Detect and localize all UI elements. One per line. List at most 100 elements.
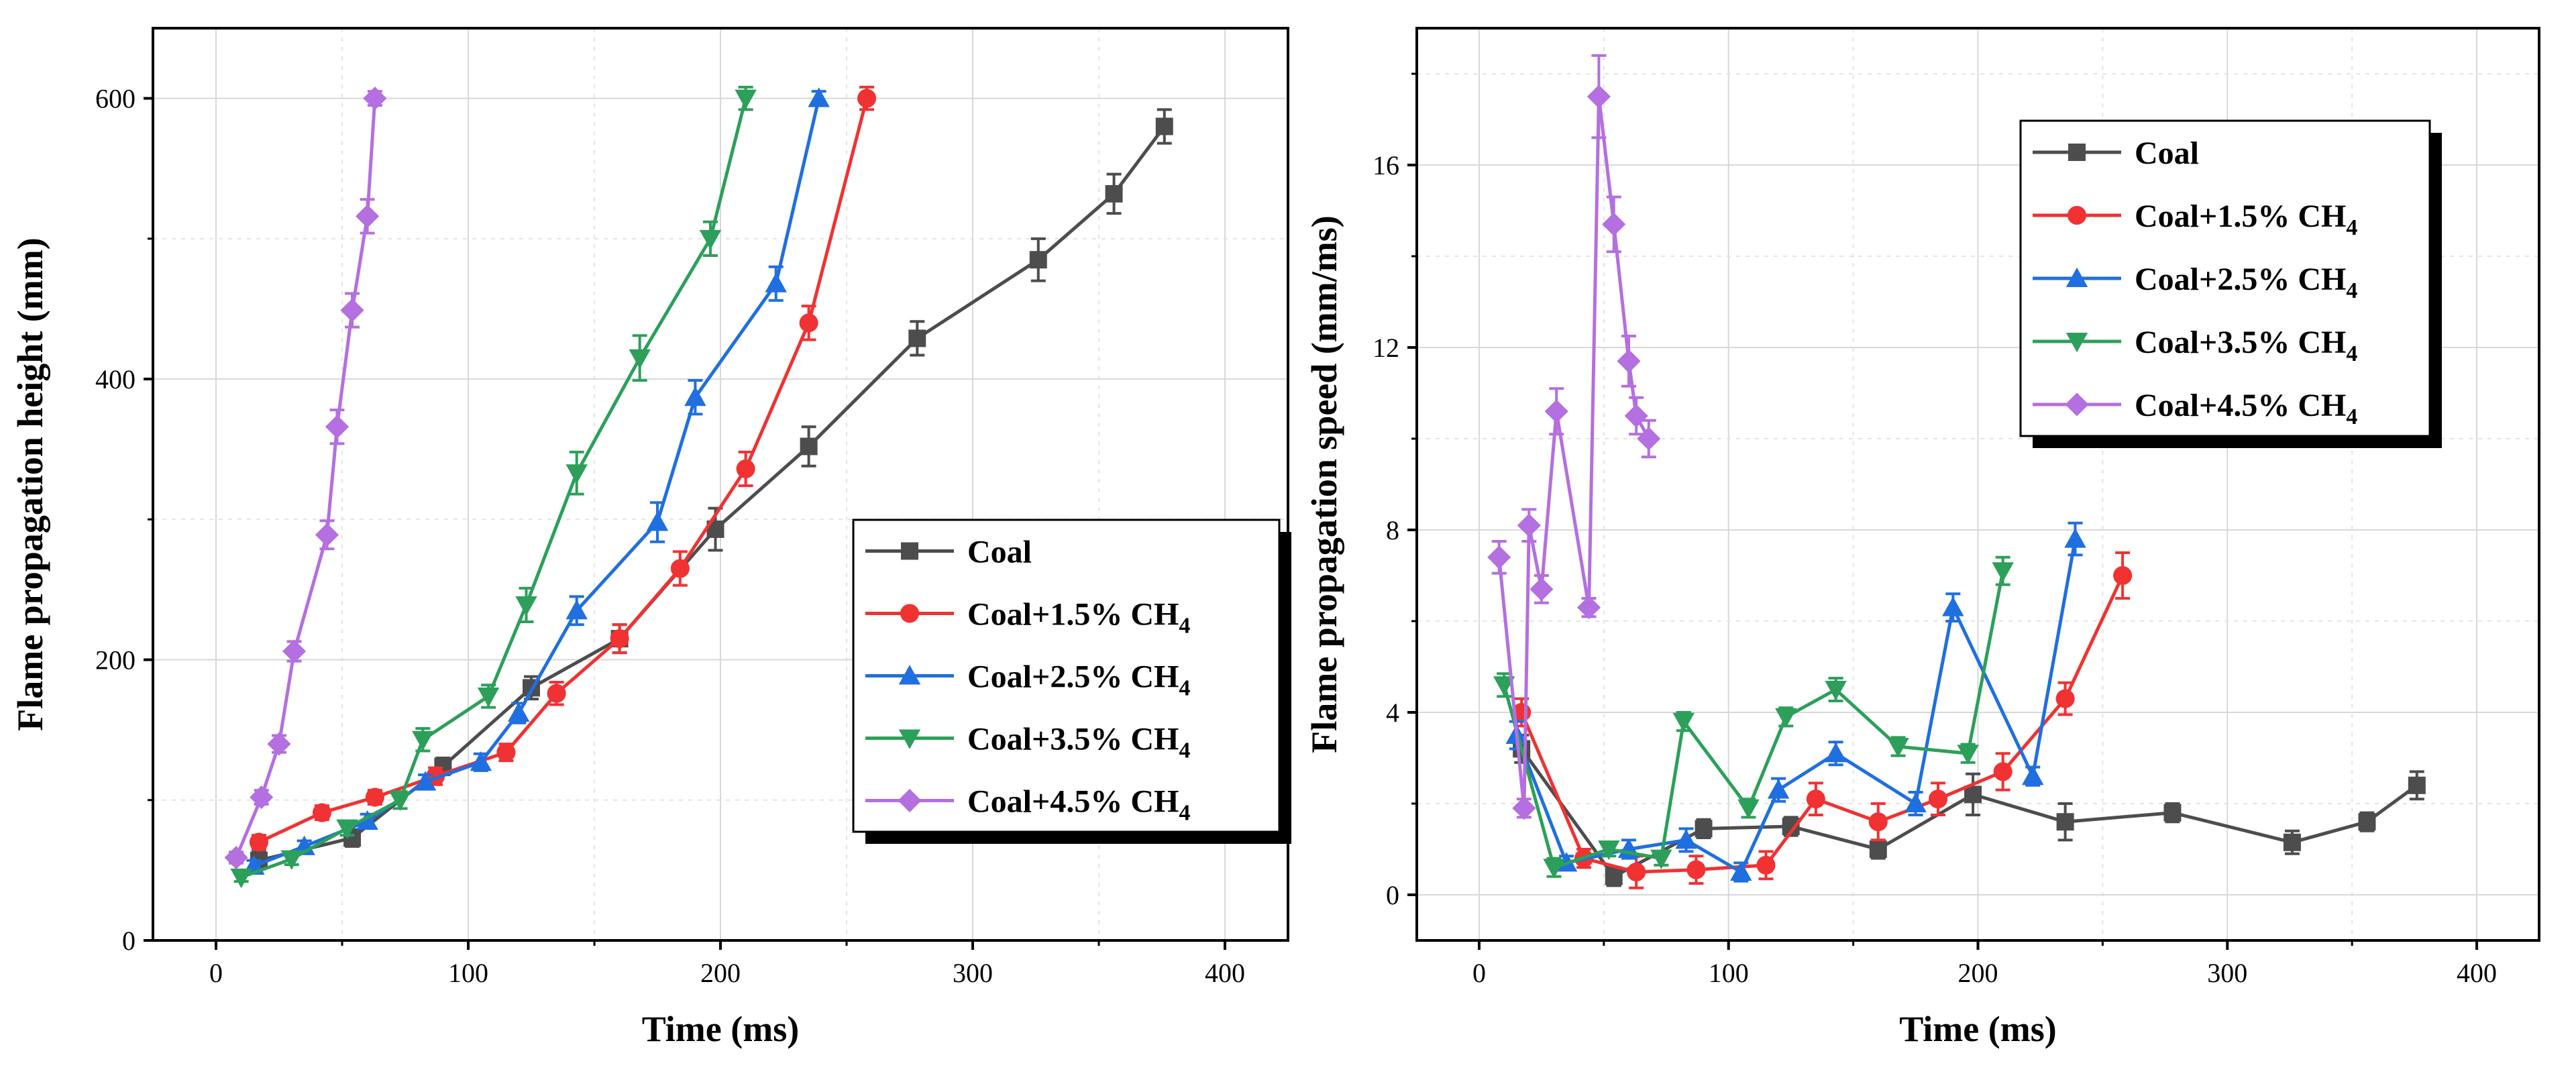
data-point (230, 868, 252, 889)
data-point (1029, 251, 1047, 269)
data-point (1964, 785, 1982, 804)
data-point (1868, 812, 1888, 832)
series-line-coal-4-5-ch4 (234, 98, 377, 859)
data-point (1737, 799, 1760, 820)
series-coal-2-5-ch4 (1505, 521, 2086, 883)
legend-marker (898, 729, 921, 749)
data-point (2022, 765, 2044, 785)
legend-label-main: Coal+1.5% CH (2135, 199, 2346, 234)
ticks: 0 100 200 300 400 0 4 8 12 16 (1373, 72, 2497, 988)
data-point (1517, 513, 1541, 537)
legend-label-main: Coal+3.5% CH (967, 722, 1179, 757)
data-point (1627, 862, 1646, 882)
data-point (2056, 813, 2074, 831)
data-point (1617, 349, 1641, 373)
legend-label: Coal+4.5% CH4 (967, 784, 1190, 826)
data-point (356, 204, 380, 228)
y-tick-label: 4 (1386, 698, 1399, 728)
y-tick-label: 600 (95, 84, 136, 114)
data-point (1942, 596, 1964, 616)
legend-label-subscript: 4 (1179, 801, 1190, 826)
data-point (2055, 689, 2075, 708)
legend-item-coal-4-5-ch4: Coal+4.5% CH4 (2033, 388, 2357, 429)
legend-label: Coal+2.5% CH4 (967, 659, 1190, 701)
series-coal-4-5-ch4 (224, 87, 387, 870)
series-group (224, 85, 1173, 889)
y-tick-label: 200 (95, 645, 136, 675)
data-point (507, 702, 530, 722)
legend-label-main: Coal (2135, 135, 2199, 171)
data-point (1730, 861, 1752, 881)
data-point (340, 298, 364, 323)
legend-label: Coal+1.5% CH4 (967, 597, 1190, 639)
legend-item-coal: Coal (2033, 135, 2199, 171)
series-line-coal-3-5-ch4 (1502, 570, 2005, 870)
legend-label-subscript: 4 (2346, 341, 2357, 366)
data-point (566, 600, 588, 620)
data-point (363, 87, 387, 111)
data-point (736, 459, 755, 479)
data-point (808, 87, 830, 107)
data-point (765, 272, 787, 292)
legend-label: Coal+3.5% CH4 (2135, 325, 2357, 366)
legend-marker (2065, 267, 2088, 287)
data-point (799, 313, 818, 333)
legend-marker (898, 788, 922, 813)
data-point (1672, 712, 1695, 732)
data-point (735, 89, 757, 109)
y-tick-label: 16 (1373, 150, 1399, 180)
legend-label: Coal+3.5% CH4 (967, 722, 1190, 763)
y-axis-title: Flame propagation speed (mm/ms) (1304, 215, 1344, 753)
data-point (1904, 792, 1927, 812)
series-coal-4-5-ch4 (1487, 54, 1661, 820)
legend-marker (2068, 144, 2086, 161)
x-tick-label: 300 (953, 958, 993, 988)
legend-label-main: Coal+2.5% CH (2135, 262, 2346, 297)
data-point (315, 523, 339, 547)
x-tick-label: 100 (448, 958, 488, 988)
x-tick-label: 0 (209, 958, 223, 988)
data-point (1493, 676, 1515, 696)
data-point (566, 464, 588, 484)
data-point (1650, 849, 1672, 869)
data-point (1544, 399, 1568, 423)
data-point (1869, 840, 1887, 858)
legend-label: Coal (2135, 135, 2199, 171)
data-point (515, 596, 537, 616)
data-point (1957, 745, 1979, 765)
data-point (389, 791, 411, 812)
legend-label-subscript: 4 (1179, 676, 1190, 701)
data-point (1675, 829, 1697, 849)
data-point (1767, 779, 1790, 799)
data-point (1993, 762, 2012, 781)
data-point (267, 732, 291, 756)
y-tick-label: 8 (1386, 515, 1399, 545)
x-tick-label: 300 (2207, 958, 2247, 988)
data-point (1605, 867, 1623, 885)
x-axis-title: Time (ms) (642, 1009, 799, 1049)
legend: Coal Coal+1.5% CH4 Coal+2.5% CH 4Coal+3.5% … (2019, 119, 2442, 448)
legend-item-coal-1-5-ch4: Coal+1.5% CH4 (865, 597, 1190, 639)
legend-label-subscript: 4 (1179, 614, 1190, 639)
right-chart-speed: 0 100 200 300 400 0 4 8 12 16 Time (ms) Flame propa… (1304, 27, 2540, 1049)
series-line-coal-2-5-ch4 (253, 98, 821, 868)
legend-marker (2065, 333, 2088, 353)
legend-label-main: Coal+4.5% CH (2135, 388, 2346, 423)
data-point (2064, 528, 2086, 548)
legend-item-coal-4-5-ch4: Coal+4.5% CH4 (865, 784, 1190, 826)
data-point (1598, 840, 1620, 861)
data-point (1487, 545, 1511, 569)
data-point (1543, 859, 1565, 879)
data-point (414, 771, 437, 791)
y-tick-label: 0 (122, 926, 136, 956)
legend-marker (2065, 392, 2089, 417)
legend-item-coal-1-5-ch4: Coal+1.5% CH4 (2033, 199, 2357, 240)
data-point (280, 850, 303, 870)
data-point (356, 810, 378, 830)
data-point (1992, 562, 2014, 582)
data-point (1624, 404, 1648, 428)
data-point (1695, 820, 1713, 838)
series-coal-3-5-ch4 (230, 85, 757, 889)
data-point (2113, 565, 2133, 586)
